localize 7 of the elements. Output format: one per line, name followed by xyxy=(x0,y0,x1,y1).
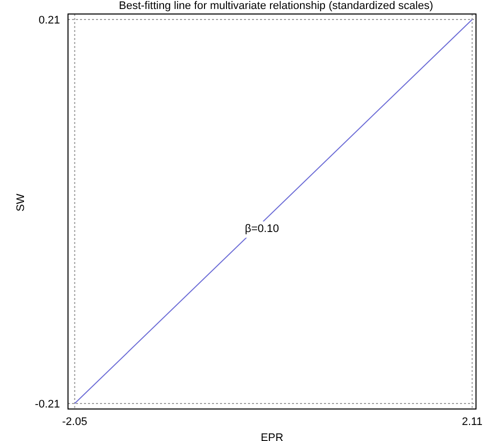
y-tick-label: -0.21 xyxy=(34,398,60,410)
x-axis-title: EPR xyxy=(260,432,284,441)
x-tick-label: -2.05 xyxy=(62,416,88,428)
chart-title: Best-fitting line for multivariate relationship (standardized scales) xyxy=(118,0,434,12)
y-tick-label: 0.21 xyxy=(38,14,60,26)
y-axis-title: SW xyxy=(14,193,27,212)
x-tick-label: 2.11 xyxy=(462,416,482,428)
